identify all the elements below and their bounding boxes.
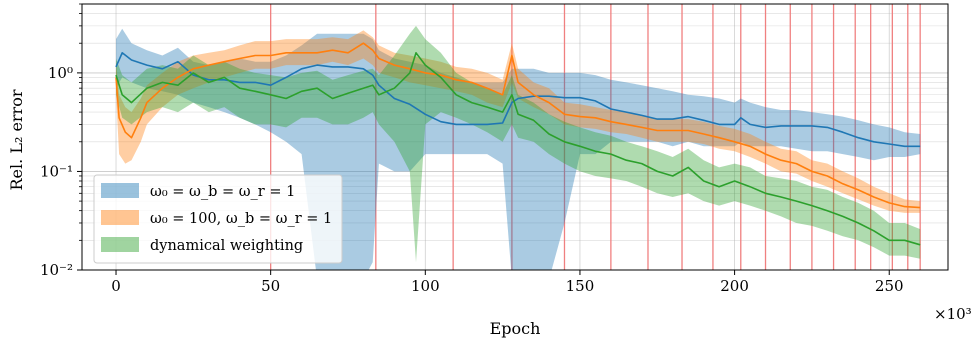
x-tick-label-2: 100 bbox=[411, 277, 440, 295]
y-axis-title: Rel. L₂ error bbox=[7, 89, 26, 190]
legend-swatch-1 bbox=[101, 210, 139, 225]
x-tick-label-0: 0 bbox=[111, 277, 121, 295]
series-line-1 bbox=[115, 42, 921, 209]
series-lines bbox=[115, 42, 921, 246]
legend-label-2: dynamical weighting bbox=[150, 238, 303, 254]
legend-swatch-0 bbox=[101, 183, 139, 198]
series-band-2 bbox=[116, 25, 921, 263]
y-tick-label-2: 10⁰ bbox=[48, 64, 73, 82]
series-line-0 bbox=[115, 51, 921, 148]
x-tick-label-5: 250 bbox=[875, 277, 904, 295]
x-axis-title: Epoch bbox=[490, 319, 541, 338]
x-tick-label-1: 50 bbox=[261, 277, 280, 295]
legend-frame bbox=[93, 174, 343, 264]
x-tick-label-4: 200 bbox=[720, 277, 749, 295]
plot-frame bbox=[81, 3, 949, 271]
vertical-markers bbox=[270, 4, 921, 270]
x-axis-ticks: 0 50 100 150 200 250 bbox=[111, 270, 904, 295]
series-line-2 bbox=[115, 51, 921, 246]
y-tick-label-0: 10⁻² bbox=[40, 261, 73, 279]
legend-label-1: ω₀ = 100, ω_b = ω_r = 1 bbox=[150, 211, 332, 227]
legend: ω₀ = ω_b = ω_r = 1 ω₀ = 100, ω_b = ω_r = … bbox=[93, 174, 343, 264]
legend-swatch-2 bbox=[101, 237, 139, 252]
x-multiplier-label: ×10³ bbox=[934, 305, 972, 323]
y-tick-label-1: 10⁻¹ bbox=[40, 162, 73, 180]
y-axis-ticks: 10⁻² 10⁻¹ 10⁰ bbox=[40, 3, 82, 279]
x-tick-label-3: 150 bbox=[566, 277, 595, 295]
legend-label-0: ω₀ = ω_b = ω_r = 1 bbox=[150, 184, 295, 200]
